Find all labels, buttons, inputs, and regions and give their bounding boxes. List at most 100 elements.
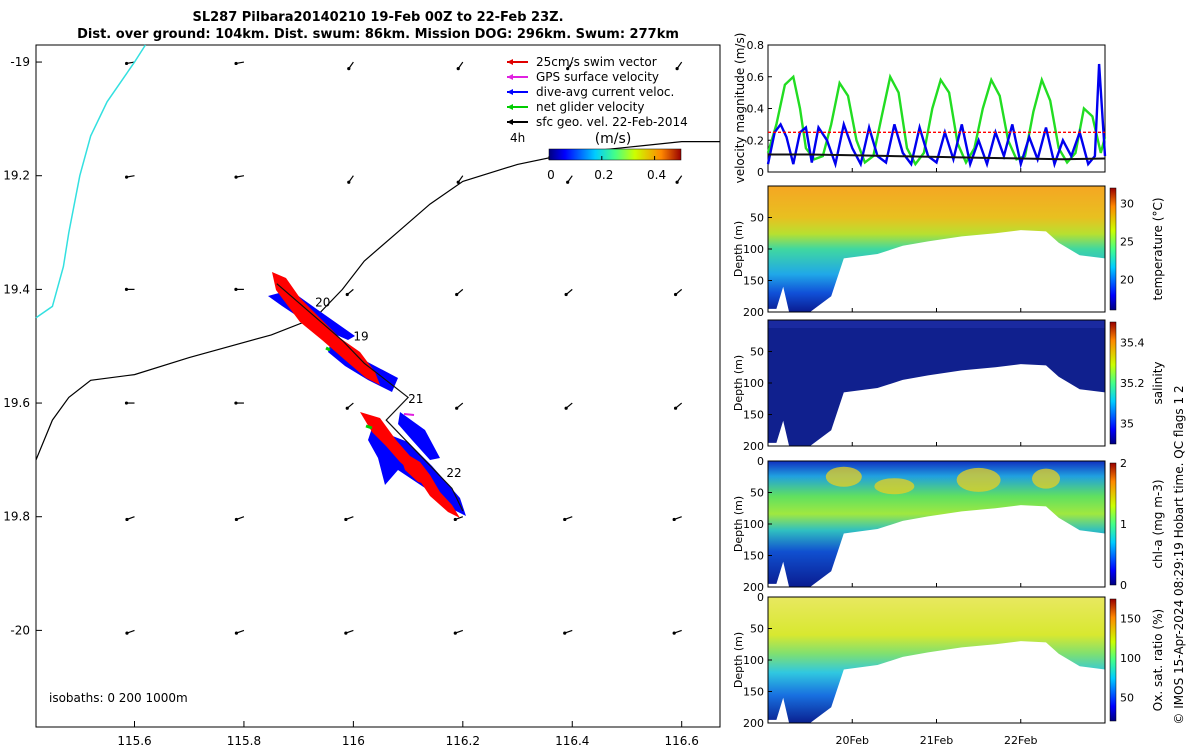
legend-interval-label: 4h — [510, 131, 525, 145]
legend-arrowhead-1 — [507, 74, 513, 80]
salinity-section: 50 100 150 200 Depth (m) 35 35.2 35.4 salinity — [732, 319, 1165, 453]
current-arrow-head — [456, 67, 460, 71]
current-arrow-head — [234, 61, 238, 66]
speed-colorbar-gradient — [548, 148, 682, 161]
velocity-frame — [767, 44, 1106, 173]
section-ytick-label: 100 — [743, 243, 764, 256]
blue-swath-4 — [398, 412, 440, 460]
chla-section: 0 50 100 150 200 Depth (m) 0 1 2 chl-a (mg m-3) — [732, 455, 1165, 594]
velocity-series — [766, 63, 1107, 169]
section-xtick-label-1: 21Feb — [920, 734, 953, 747]
net-glider-velocity-mark-2 — [365, 424, 373, 430]
current-arrow-head — [344, 517, 348, 522]
speed-colorbar-label: (m/s) — [595, 131, 632, 147]
section-field-1 — [768, 320, 1105, 446]
glider-track-line — [276, 283, 464, 512]
current-vector-grid — [124, 61, 683, 635]
velocity-series-0 — [766, 73, 1107, 167]
current-arrow-head — [234, 631, 239, 635]
map-xtick-label-2: 116 — [342, 734, 365, 748]
section-ytick-label: 150 — [743, 409, 764, 422]
current-arrow-head — [672, 517, 676, 522]
section-cbar-tick-label: 150 — [1120, 613, 1141, 626]
day-label-3: 22 — [446, 466, 461, 480]
chart-title-line1: SL287 Pilbara20140210 19-Feb 00Z to 22-F… — [192, 10, 563, 25]
legend-label-3: net glider velocity — [536, 100, 644, 114]
current-arrow-head — [563, 631, 567, 635]
speed-colorbar-ticks: 0 0.2 0.4 — [547, 156, 666, 182]
section-colorbar-3 — [1109, 598, 1117, 722]
current-arrow-head — [675, 180, 679, 184]
section-ytick-label: 50 — [750, 487, 764, 500]
red-swath-1 — [272, 272, 380, 385]
current-arrow-head — [673, 292, 678, 297]
map-ytick-label-3: 19.6 — [3, 396, 30, 410]
chl-patch-2 — [1032, 468, 1061, 489]
section-cbar-label-3: Ox. sat. ratio (%) — [1151, 609, 1165, 711]
map-xtick-label-4: 116.4 — [555, 734, 589, 748]
section-ytick-label: 200 — [743, 581, 764, 594]
chart-title-line2: Dist. over ground: 104km. Dist. swum: 86… — [77, 27, 679, 42]
current-arrow-head — [234, 401, 238, 405]
section-cbar-tick-label: 35.4 — [1120, 336, 1145, 349]
section-field-0 — [768, 186, 1105, 312]
vel-ytick-label-3: 0.6 — [747, 71, 765, 84]
salinity-surface-band — [768, 320, 1105, 328]
current-arrow-head — [563, 517, 567, 522]
section-cbar-tick-label: 50 — [1120, 691, 1134, 704]
legend-label-4: sfc geo. vel. 22-Feb-2014 — [536, 115, 688, 129]
section-cbar-label-2: chl-a (mg m-3) — [1151, 479, 1165, 568]
section-cbar-tick-label: 25 — [1120, 235, 1134, 248]
red-swath-3 — [400, 455, 430, 485]
current-arrow-head — [234, 517, 239, 522]
coastline — [35, 44, 147, 319]
section-ylabel-1: Depth (m) — [732, 355, 745, 411]
legend-arrowhead-4 — [507, 119, 513, 125]
section-cbar-tick-label: 100 — [1120, 652, 1141, 665]
current-arrow-head — [566, 67, 570, 71]
section-ytick-label: 200 — [743, 440, 764, 453]
current-arrow-head — [125, 517, 129, 522]
current-arrow-head — [234, 175, 238, 179]
legend-arrowhead-3 — [507, 104, 513, 110]
legend-arrowhead-2 — [507, 89, 513, 95]
current-arrow-head — [673, 406, 678, 410]
section-ytick-label: 100 — [743, 654, 764, 667]
current-arrow-head — [456, 180, 460, 184]
map-ytick-label-2: 19.4 — [3, 282, 30, 296]
section-field-2 — [768, 461, 1105, 587]
current-arrow-head — [455, 406, 459, 410]
day-label-0: 20 — [315, 295, 330, 309]
map-ytick-label-4: 19.8 — [3, 510, 30, 524]
section-field-3 — [768, 597, 1105, 723]
map-ytick-label-5: -20 — [10, 623, 30, 637]
vel-ytick-label-4: 0.8 — [747, 39, 765, 52]
section-colorbar-1 — [1109, 321, 1117, 445]
current-arrow-head — [453, 631, 457, 635]
imos-side-note: © IMOS 15-Apr-2024 08:29:19 Hobart time.… — [1172, 385, 1186, 724]
current-arrow-head — [455, 292, 459, 297]
section-cbar-label-1: salinity — [1151, 361, 1165, 404]
legend-label-0: 25cm/s swim vector — [536, 55, 657, 69]
section-ytick-label: 0 — [757, 591, 764, 604]
speed-colorbar: (m/s) 0 0.2 0.4 — [547, 131, 682, 182]
section-cbar-tick-label: 35.2 — [1120, 377, 1145, 390]
chl-patch-0 — [825, 466, 862, 487]
map-ytick-label-1: 19.2 — [3, 169, 30, 183]
glider-vector-swath — [268, 272, 466, 518]
map-frame — [35, 44, 721, 728]
current-arrow-head — [345, 406, 349, 410]
map-ytick-label-0: -19 — [10, 55, 30, 69]
map-axis-ticks: 115.6 115.8 116 116.2 116.4 116.6 -19 19.2 19.4 1… — [3, 55, 699, 748]
section-ylabel-2: Depth (m) — [732, 496, 745, 552]
day-labels: 20 19 21 22 — [315, 295, 462, 480]
velocity-axis-ticks: 0 0.2 0.4 0.6 0.8 — [747, 39, 1022, 179]
isobath-label: isobaths: 0 200 1000m — [49, 691, 188, 705]
legend-label-1: GPS surface velocity — [536, 70, 659, 84]
legend-arrowhead-0 — [507, 59, 513, 65]
vel-ytick-label-2: 0.4 — [747, 103, 765, 116]
current-arrow-head — [344, 631, 348, 635]
